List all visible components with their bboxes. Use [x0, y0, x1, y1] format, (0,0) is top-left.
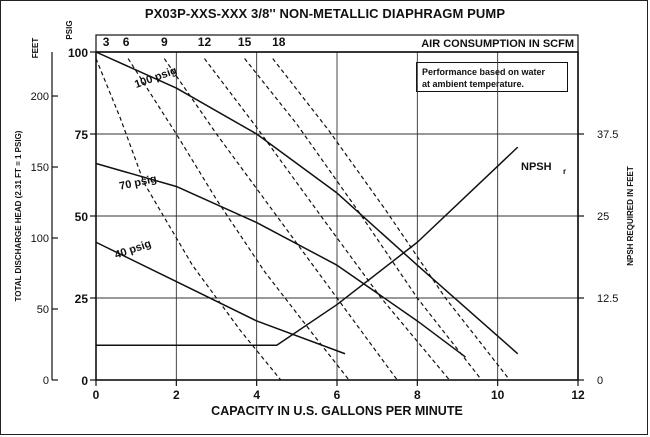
air-tick-label: 18	[272, 35, 286, 49]
curve-label: 100 psig	[133, 65, 178, 91]
feet-tick-label: 100	[31, 233, 49, 245]
x-tick-label: 8	[414, 388, 421, 402]
npsh-tick-label: 25	[597, 211, 609, 223]
air-consumption-curve	[163, 58, 398, 381]
psig-tick-label: 25	[75, 292, 89, 306]
npsh-tick-label: 0	[597, 375, 603, 387]
air-consumption-curve	[203, 58, 450, 381]
feet-tick-label: 150	[31, 162, 49, 174]
curve-label: 40 psig	[113, 238, 153, 262]
psig-tick-label: 50	[75, 210, 89, 224]
feet-tick-label: 0	[43, 375, 49, 387]
curve-label: 70 psig	[118, 173, 158, 193]
npsh-axis-label: NPSH REQUIRED IN FEET	[626, 166, 635, 266]
x-tick-label: 12	[571, 388, 585, 402]
performance-curve	[96, 146, 519, 346]
note-line-2: at ambient temperature.	[422, 79, 525, 89]
chart-note: Performance based on water at ambient te…	[416, 62, 568, 92]
air-consumption-curve	[272, 58, 511, 381]
x-tick-label: 6	[334, 388, 341, 402]
head-axis-label: TOTAL DISCHARGE HEAD (2.31 FT = 1 PSIG)	[14, 130, 23, 301]
air-tick-label: 15	[238, 35, 252, 49]
feet-tick-label: 200	[31, 91, 49, 103]
air-consumption-box	[95, 34, 579, 53]
x-tick-label: 4	[253, 388, 260, 402]
chart-title: PX03P-XXS-XXX 3/8'' NON-METALLIC DIAPHRA…	[144, 6, 506, 21]
psig-tick-label: 0	[81, 374, 88, 388]
air-consumption-curve	[127, 58, 350, 381]
x-tick-label: 2	[173, 388, 180, 402]
npsh-curve-label: NPSH	[521, 161, 552, 173]
air-tick-label: 12	[198, 35, 212, 49]
performance-curve	[95, 241, 346, 355]
air-consumption-label: AIR CONSUMPTION IN SCFM	[421, 38, 574, 50]
note-line-1: Performance based on water	[422, 67, 546, 77]
feet-tick-label: 50	[37, 304, 49, 316]
air-consumption-curve	[95, 58, 282, 381]
npsh-curve-label-sub: r	[563, 167, 566, 176]
psig-axis-label: PSIG	[65, 20, 74, 39]
air-consumption-curve	[244, 58, 483, 381]
feet-axis-label: FEET	[31, 38, 40, 59]
x-axis-label: CAPACITY IN U.S. GALLONS PER MINUTE	[211, 404, 463, 418]
x-tick-label: 0	[93, 388, 100, 402]
x-tick-label: 10	[491, 388, 505, 402]
performance-curve	[95, 162, 466, 358]
air-tick-label: 9	[161, 35, 168, 49]
air-tick-label: 3	[103, 35, 110, 49]
air-tick-label: 6	[123, 35, 130, 49]
npsh-tick-label: 37.5	[597, 129, 618, 141]
npsh-tick-label: 12.5	[597, 293, 618, 305]
performance-curve	[95, 51, 519, 355]
psig-tick-label: 100	[68, 46, 88, 60]
psig-tick-label: 75	[75, 128, 89, 142]
